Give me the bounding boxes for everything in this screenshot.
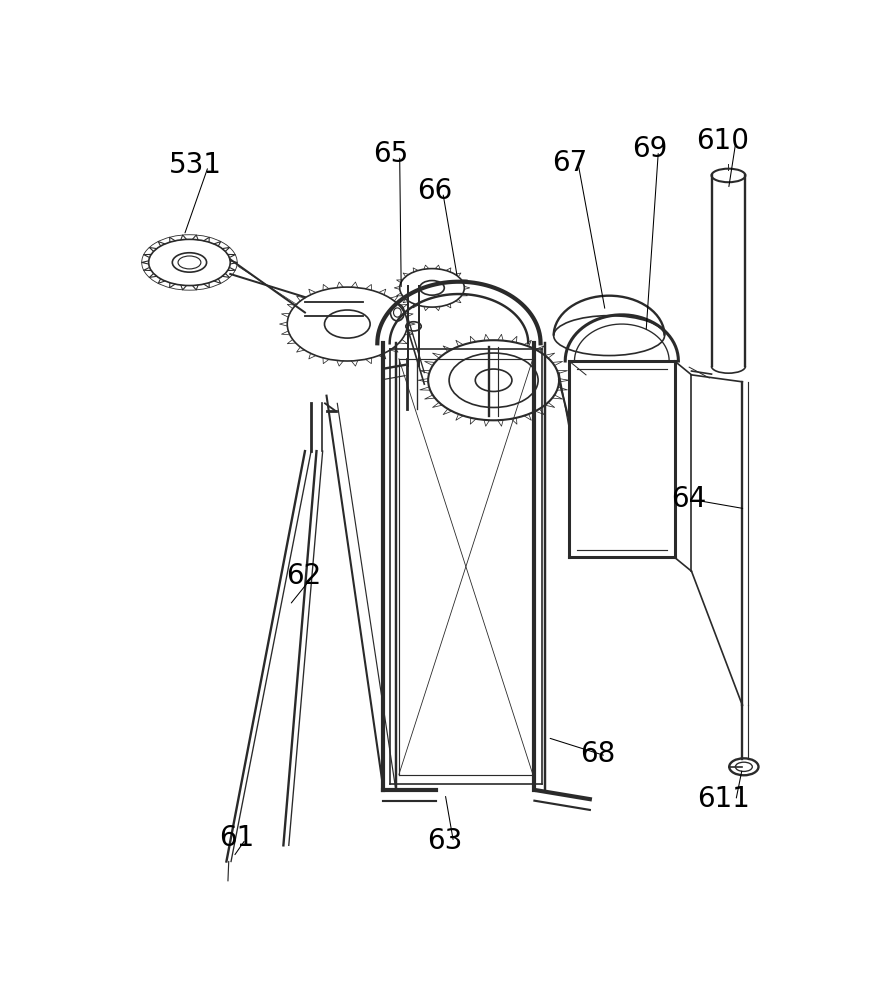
Text: 65: 65 [374, 140, 409, 168]
Text: 69: 69 [632, 135, 668, 163]
Text: 62: 62 [286, 562, 321, 590]
Text: 531: 531 [169, 151, 222, 179]
Text: 610: 610 [697, 127, 750, 155]
Text: 66: 66 [416, 177, 452, 205]
Text: 68: 68 [580, 740, 615, 768]
Text: 61: 61 [220, 824, 255, 852]
Text: 64: 64 [671, 485, 706, 513]
Text: 611: 611 [697, 785, 750, 813]
Text: 63: 63 [428, 827, 463, 855]
Text: 67: 67 [552, 149, 587, 177]
